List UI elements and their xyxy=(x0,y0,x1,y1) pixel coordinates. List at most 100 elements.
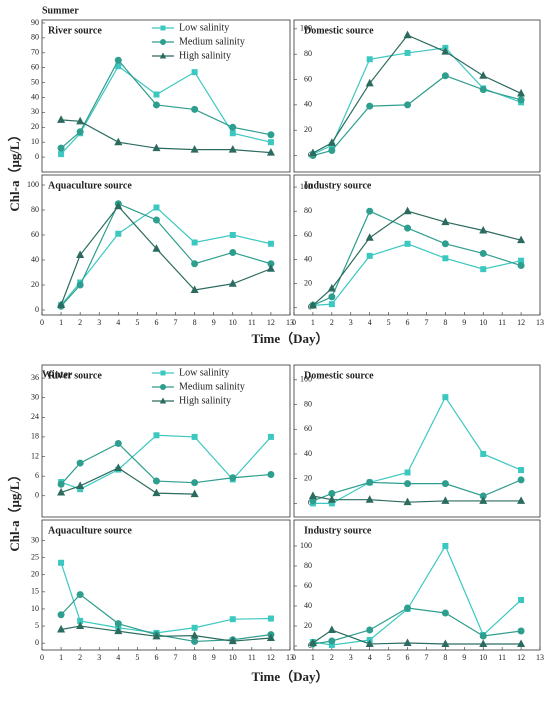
marker xyxy=(266,148,275,156)
marker xyxy=(327,138,336,146)
marker xyxy=(229,123,237,131)
marker xyxy=(518,597,525,603)
marker xyxy=(441,480,449,488)
marker xyxy=(114,137,123,146)
marker xyxy=(328,293,336,301)
marker xyxy=(152,216,160,224)
x-tick-label: 4 xyxy=(368,318,372,327)
y-tick-label: 40 xyxy=(31,92,39,101)
marker xyxy=(442,394,449,401)
x-tick-label: 7 xyxy=(174,318,178,327)
marker xyxy=(441,72,449,80)
y-tick-label: 100 xyxy=(300,24,312,33)
x-tick-label: 2 xyxy=(330,318,334,327)
x-tick-label: 2 xyxy=(78,318,82,327)
x-tick-label: 1 xyxy=(59,318,63,327)
x-tick-label: 9 xyxy=(212,318,216,327)
x-tick-label: 11 xyxy=(248,653,256,662)
marker xyxy=(479,496,488,504)
marker xyxy=(517,639,526,647)
series-line xyxy=(312,479,522,502)
y-tick-label: 6 xyxy=(35,471,39,480)
marker xyxy=(328,301,335,308)
panel-frame xyxy=(293,519,541,651)
marker xyxy=(152,244,161,252)
legend-label: Medium salinity xyxy=(179,36,245,47)
x-tick-label: 11 xyxy=(498,653,506,662)
marker xyxy=(441,639,450,647)
marker xyxy=(404,101,412,109)
y-tick-label: 20 xyxy=(304,621,312,630)
marker xyxy=(517,476,525,484)
y-tick-label: 10 xyxy=(31,137,39,146)
marker xyxy=(404,49,411,56)
marker xyxy=(57,624,66,633)
x-tick-label: 3 xyxy=(97,318,101,327)
y-tick-label: 100 xyxy=(300,375,312,384)
marker xyxy=(229,232,236,238)
x-tick-label: 6 xyxy=(154,653,158,662)
series-line xyxy=(312,210,522,306)
series-line xyxy=(61,119,271,154)
x-tick-label: 12 xyxy=(267,318,275,327)
marker xyxy=(191,105,199,113)
marker xyxy=(517,96,525,104)
legend-marker xyxy=(160,370,166,376)
series-line xyxy=(312,544,522,646)
series-line xyxy=(312,75,522,157)
panel-frame xyxy=(41,174,291,316)
marker xyxy=(76,459,84,467)
marker xyxy=(517,627,525,635)
marker xyxy=(229,249,237,256)
x-tick-label: 5 xyxy=(387,653,391,662)
x-tick-label: 0 xyxy=(292,318,296,327)
series-line xyxy=(312,243,522,306)
marker xyxy=(57,144,65,152)
marker xyxy=(404,469,411,476)
x-tick-label: 0 xyxy=(40,318,44,327)
y-tick-label: 25 xyxy=(31,552,39,561)
y-tick-label: 60 xyxy=(304,424,312,433)
y-tick-label: 20 xyxy=(31,122,39,131)
marker xyxy=(58,151,65,158)
marker xyxy=(441,240,449,248)
panel-frame xyxy=(293,364,541,518)
x-tick-label: 7 xyxy=(174,653,178,662)
marker xyxy=(76,591,84,599)
marker xyxy=(76,621,85,630)
panel-frame xyxy=(41,519,291,651)
marker xyxy=(480,266,487,273)
y-tick-label: 60 xyxy=(304,230,312,239)
x-tick-label: 11 xyxy=(498,318,506,327)
x-tick-label: 8 xyxy=(193,653,197,662)
marker xyxy=(228,636,237,645)
marker xyxy=(403,30,412,39)
x-tick-label: 4 xyxy=(116,318,120,327)
y-tick-label: 20 xyxy=(304,125,312,134)
marker xyxy=(191,260,199,268)
x-tick-label: 10 xyxy=(229,318,237,327)
x-tick-label: 5 xyxy=(387,318,391,327)
marker xyxy=(441,217,450,226)
panel-title: Domestic source xyxy=(304,370,374,381)
series-line xyxy=(60,202,272,307)
x-tick-label: 9 xyxy=(462,318,466,327)
legend-label: High salinity xyxy=(179,50,231,61)
panel-title: Domestic source xyxy=(304,25,374,36)
marker xyxy=(480,450,487,457)
marker xyxy=(267,240,274,247)
x-tick-label: 1 xyxy=(311,653,315,662)
series-line xyxy=(60,206,272,306)
marker xyxy=(191,433,198,440)
y-axis-label: Chl-a（μg/L） xyxy=(7,128,22,211)
x-tick-label: 3 xyxy=(97,653,101,662)
x-tick-label: 7 xyxy=(424,653,428,662)
x-tick-label: 5 xyxy=(135,653,139,662)
y-tick-label: 20 xyxy=(304,278,312,287)
marker xyxy=(57,480,65,488)
marker xyxy=(58,559,65,566)
marker xyxy=(152,101,160,109)
marker xyxy=(308,491,317,499)
panel-title: Aquaculture source xyxy=(48,525,132,536)
y-tick-label: 20 xyxy=(31,570,39,579)
